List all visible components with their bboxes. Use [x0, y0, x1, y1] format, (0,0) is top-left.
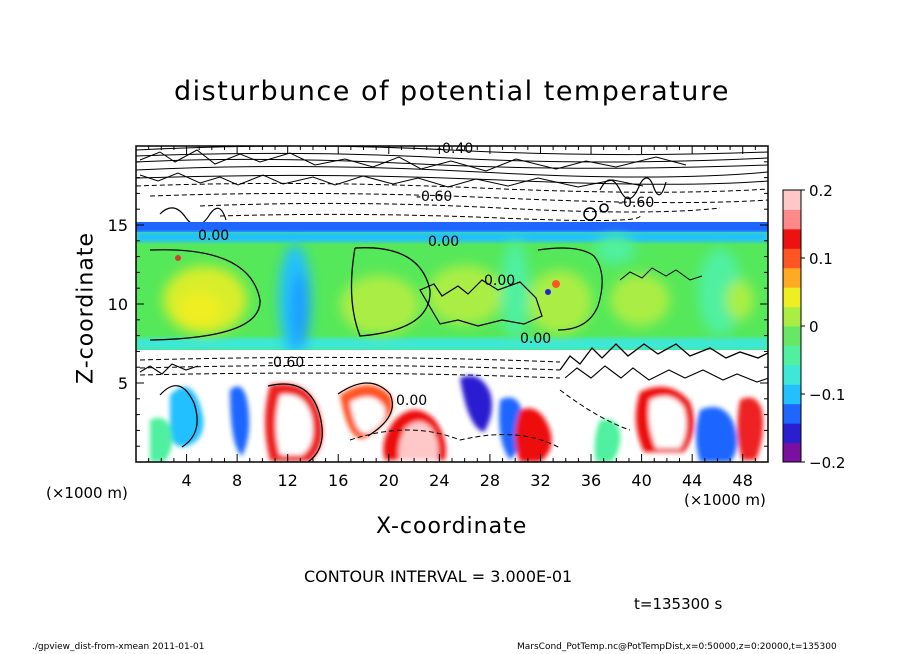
x-tick-label: 4 [181, 471, 191, 490]
contour-label: -0.60 [268, 355, 304, 371]
colorbar-tick-label: 0.2 [809, 182, 833, 200]
y-tick-label: 5 [118, 374, 128, 393]
colorbar-swatch [783, 209, 801, 230]
contour-label: 0.00 [520, 331, 551, 347]
footer-command: ./gpview_dist-from-xmean 2011-01-01 [32, 642, 205, 652]
lower-turbulent-layer [136, 343, 768, 462]
colorbar: 0.2 0.1 0 −0.1 −0.2 [782, 182, 845, 472]
colorbar-swatch [783, 190, 801, 210]
colorbar-swatch [783, 326, 801, 346]
footer-source: MarsCond_PotTemp.nc@PotTempDist,x=0:5000… [517, 642, 837, 652]
contour-label: -0.60 [416, 189, 452, 205]
x-tick-label: 24 [429, 471, 449, 490]
colorbar-swatch [783, 345, 801, 366]
y-tick-label: 15 [108, 216, 128, 235]
colorbar-tick-label: 0 [809, 318, 819, 336]
contour-label: -0.40 [437, 141, 473, 157]
colorbar-swatch [783, 442, 801, 463]
x-axis: 4 8 12 16 20 24 28 32 36 40 44 48 [148, 146, 756, 490]
colorbar-swatch [783, 287, 801, 308]
x-tick-label: 40 [631, 471, 651, 490]
middle-convective-layer [136, 222, 768, 356]
colorbar-tick-label: −0.2 [809, 454, 845, 472]
y-axis-label: Z-coordinate [73, 232, 99, 384]
colorbar-swatch [783, 403, 801, 424]
colorbar-swatch [783, 306, 801, 327]
x-unit-label-right: (×1000 m) [684, 491, 766, 509]
x-tick-label: 16 [328, 471, 348, 490]
x-unit-label-left: (×1000 m) [46, 484, 128, 502]
contour-label: 0.00 [484, 273, 515, 289]
x-tick-label: 20 [379, 471, 399, 490]
colorbar-swatch [783, 228, 801, 249]
time-label: t=135300 s [634, 595, 723, 613]
contour-label: -0.60 [618, 195, 654, 211]
colorbar-swatch [783, 248, 801, 269]
colorbar-tick-label: −0.1 [809, 386, 845, 404]
contour-interval: CONTOUR INTERVAL = 3.000E-01 [304, 567, 573, 586]
y-tick-label: 10 [108, 295, 128, 314]
x-axis-label: X-coordinate [376, 514, 528, 539]
x-tick-label: 44 [682, 471, 702, 490]
colorbar-swatch [783, 423, 801, 444]
y-axis: 5 10 15 [108, 161, 768, 447]
contour-label: 0.00 [396, 393, 427, 409]
colorbar-swatch [783, 384, 801, 405]
x-tick-label: 36 [581, 471, 601, 490]
colorbar-tick-label: 0.1 [809, 250, 833, 268]
colorbar-swatch [783, 267, 801, 288]
colorbar-swatch [783, 364, 801, 385]
upper-stratified-layer [136, 146, 768, 226]
x-tick-label: 28 [480, 471, 500, 490]
x-tick-label: 8 [232, 471, 242, 490]
chart-title: disturbunce of potential temperature [174, 76, 730, 107]
heatmap-field [136, 146, 768, 462]
x-tick-label: 48 [733, 471, 753, 490]
contour-label: 0.00 [428, 234, 459, 250]
x-tick-label: 32 [530, 471, 550, 490]
x-tick-label: 12 [278, 471, 298, 490]
contour-label: 0.00 [198, 228, 229, 244]
